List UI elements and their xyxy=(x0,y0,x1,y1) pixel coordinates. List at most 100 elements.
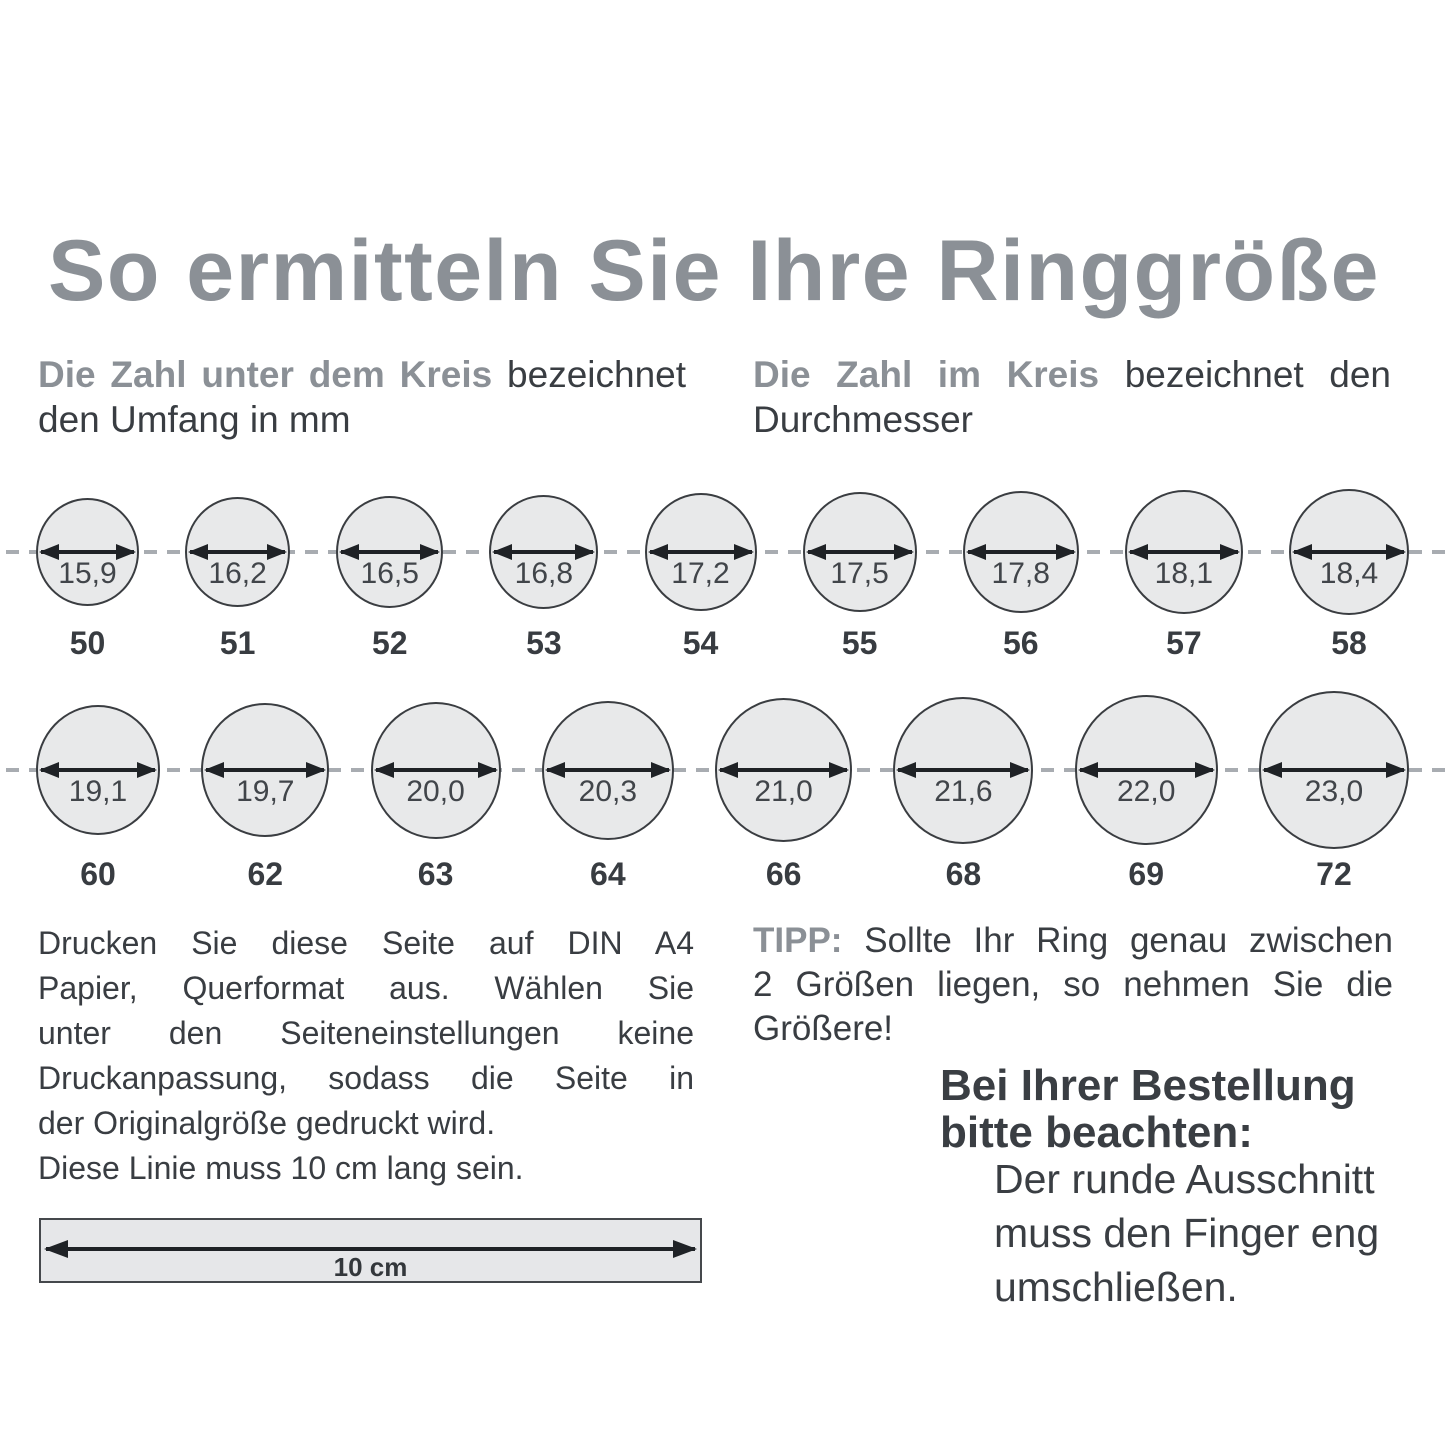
instruction-line: Druckanpassung, sodass die Seite in xyxy=(38,1060,694,1096)
diameter-arrow-icon xyxy=(546,768,669,772)
circle-area: 17,5 xyxy=(802,485,917,619)
circle-area: 20,0 xyxy=(370,690,501,850)
ring-size-item: 17,5 55 xyxy=(802,485,917,662)
diameter-arrow-icon xyxy=(341,550,439,554)
circle-area: 21,6 xyxy=(893,690,1034,850)
instruction-line: Diese Linie muss 10 cm lang sein. xyxy=(38,1150,524,1186)
circle-area: 16,8 xyxy=(489,485,599,619)
ring-size-item: 19,1 60 xyxy=(36,690,160,893)
order-heading-line: Bei Ihrer Bestellung xyxy=(940,1061,1356,1110)
circle-area: 22,0 xyxy=(1074,690,1218,850)
ring-size-item: 20,0 63 xyxy=(370,690,501,893)
size-row-60-72: 19,1 60 19,7 62 20,0 63 20,3 64 21,0 66 21,6 68 22,0… xyxy=(0,690,1445,893)
diameter-value: 15,9 xyxy=(58,557,117,590)
circle-area: 17,2 xyxy=(644,485,757,619)
diameter-arrow-icon xyxy=(967,550,1074,554)
ring-circle: 16,2 xyxy=(185,497,291,607)
circle-area: 15,9 xyxy=(36,485,139,619)
circle-area: 21,0 xyxy=(715,690,853,850)
diameter-arrow-icon xyxy=(375,768,496,772)
tip-text: TIPP: Sollte Ihr Ring genau zwischen 2 Gr… xyxy=(753,919,1393,1051)
diameter-value: 16,5 xyxy=(360,557,419,590)
diameter-value: 23,0 xyxy=(1304,775,1364,808)
intro-text-line: Durchmesser xyxy=(753,399,973,440)
diameter-value: 18,1 xyxy=(1154,557,1214,590)
ring-circle: 16,8 xyxy=(489,495,599,609)
ring-size-item: 17,2 54 xyxy=(644,485,757,662)
size-row-50-58: 15,9 50 16,2 51 16,5 52 16,8 53 17,2 54 17,5 55 17,8… xyxy=(0,485,1445,662)
ring-size-number: 68 xyxy=(945,856,982,892)
ring-size-number: 69 xyxy=(1128,856,1164,892)
ring-size-item: 16,2 51 xyxy=(185,485,291,662)
highlighted-text: Die Zahl im Kreis xyxy=(753,354,1100,395)
ring-size-number: 66 xyxy=(765,856,802,892)
instruction-line: unter den Seiteneinstellungen keine xyxy=(38,1015,694,1051)
circle-area: 18,4 xyxy=(1289,485,1409,619)
diameter-value: 16,8 xyxy=(514,557,574,590)
instruction-line: Drucken Sie diese Seite auf DIN A4 xyxy=(38,925,694,961)
ring-circle: 21,6 xyxy=(893,696,1034,844)
circle-area: 19,1 xyxy=(36,690,160,850)
ruler-bar: 10 cm xyxy=(39,1218,702,1283)
order-note-heading: Bei Ihrer Bestellung bitte beachten: xyxy=(940,1062,1356,1156)
ring-circle: 17,2 xyxy=(644,493,757,611)
circle-area: 17,8 xyxy=(962,485,1079,619)
diameter-value: 16,2 xyxy=(208,557,267,590)
diameter-arrow-icon xyxy=(1079,768,1213,772)
ring-circle: 17,5 xyxy=(802,492,917,612)
ring-circle: 20,0 xyxy=(370,701,501,839)
diameter-value: 19,1 xyxy=(68,775,128,808)
highlighted-text: Die Zahl unter dem Kreis xyxy=(38,354,493,395)
tip-line: Größere! xyxy=(753,1009,894,1048)
ring-size-item: 15,9 50 xyxy=(36,485,139,662)
ring-size-number: 56 xyxy=(1002,625,1039,661)
intro-diameter-text: Die Zahl im Kreis bezeichnet den Durchmes… xyxy=(753,352,1391,442)
ring-size-item: 18,1 57 xyxy=(1124,485,1243,662)
ring-size-number: 62 xyxy=(247,856,284,892)
ring-size-item: 21,0 66 xyxy=(715,690,853,893)
diameter-arrow-icon xyxy=(41,550,134,554)
ring-size-item: 17,8 56 xyxy=(962,485,1079,662)
diameter-arrow-icon xyxy=(807,550,912,554)
diameter-arrow-icon xyxy=(41,768,155,772)
ring-size-number: 53 xyxy=(526,625,562,661)
diameter-value: 22,0 xyxy=(1116,775,1176,808)
ring-size-number: 52 xyxy=(371,625,408,661)
ring-size-number: 54 xyxy=(682,625,719,661)
circle-area: 20,3 xyxy=(541,690,674,850)
circle-area: 16,2 xyxy=(185,485,291,619)
order-note-body: Der runde Ausschnitt muss den Finger eng u… xyxy=(994,1152,1379,1314)
ring-size-item: 19,7 62 xyxy=(201,690,330,893)
circle-area: 19,7 xyxy=(201,690,330,850)
ring-size-number: 55 xyxy=(841,625,878,661)
order-heading-line: bitte beachten: xyxy=(940,1108,1253,1157)
order-body-line: muss den Finger eng xyxy=(994,1210,1380,1256)
ring-size-item: 18,4 58 xyxy=(1289,485,1409,662)
diameter-arrow-icon xyxy=(720,768,848,772)
ring-size-number: 64 xyxy=(590,856,626,892)
ring-circle: 17,8 xyxy=(962,491,1079,613)
order-body-line: Der runde Ausschnitt xyxy=(994,1156,1375,1202)
ring-size-item: 16,5 52 xyxy=(336,485,444,662)
diameter-value: 21,0 xyxy=(754,775,813,808)
ring-size-item: 23,0 72 xyxy=(1258,690,1409,893)
diameter-arrow-icon xyxy=(494,550,594,554)
ring-circle: 21,0 xyxy=(715,698,853,842)
diameter-value: 20,3 xyxy=(578,775,638,808)
diameter-value: 17,5 xyxy=(830,557,889,590)
diameter-value: 17,2 xyxy=(671,557,730,590)
circle-area: 18,1 xyxy=(1124,485,1243,619)
diameter-arrow-icon xyxy=(1129,550,1238,554)
ring-circle: 18,4 xyxy=(1289,489,1409,615)
ring-size-number: 72 xyxy=(1316,856,1352,892)
print-instructions: Drucken Sie diese Seite auf DIN A4 Papier… xyxy=(38,921,694,1191)
intro-text-line: Die Zahl im Kreis bezeichnet den xyxy=(753,354,1391,395)
order-body-line: umschließen. xyxy=(994,1264,1238,1310)
page-title: So ermitteln Sie Ihre Ringgröße xyxy=(48,223,1380,319)
instruction-line: der Originalgröße gedruckt wird. xyxy=(38,1105,496,1141)
circle-area: 16,5 xyxy=(336,485,444,619)
ruler-arrow-icon xyxy=(46,1247,695,1251)
ring-size-item: 21,6 68 xyxy=(893,690,1034,893)
ring-circle: 19,1 xyxy=(36,705,160,835)
